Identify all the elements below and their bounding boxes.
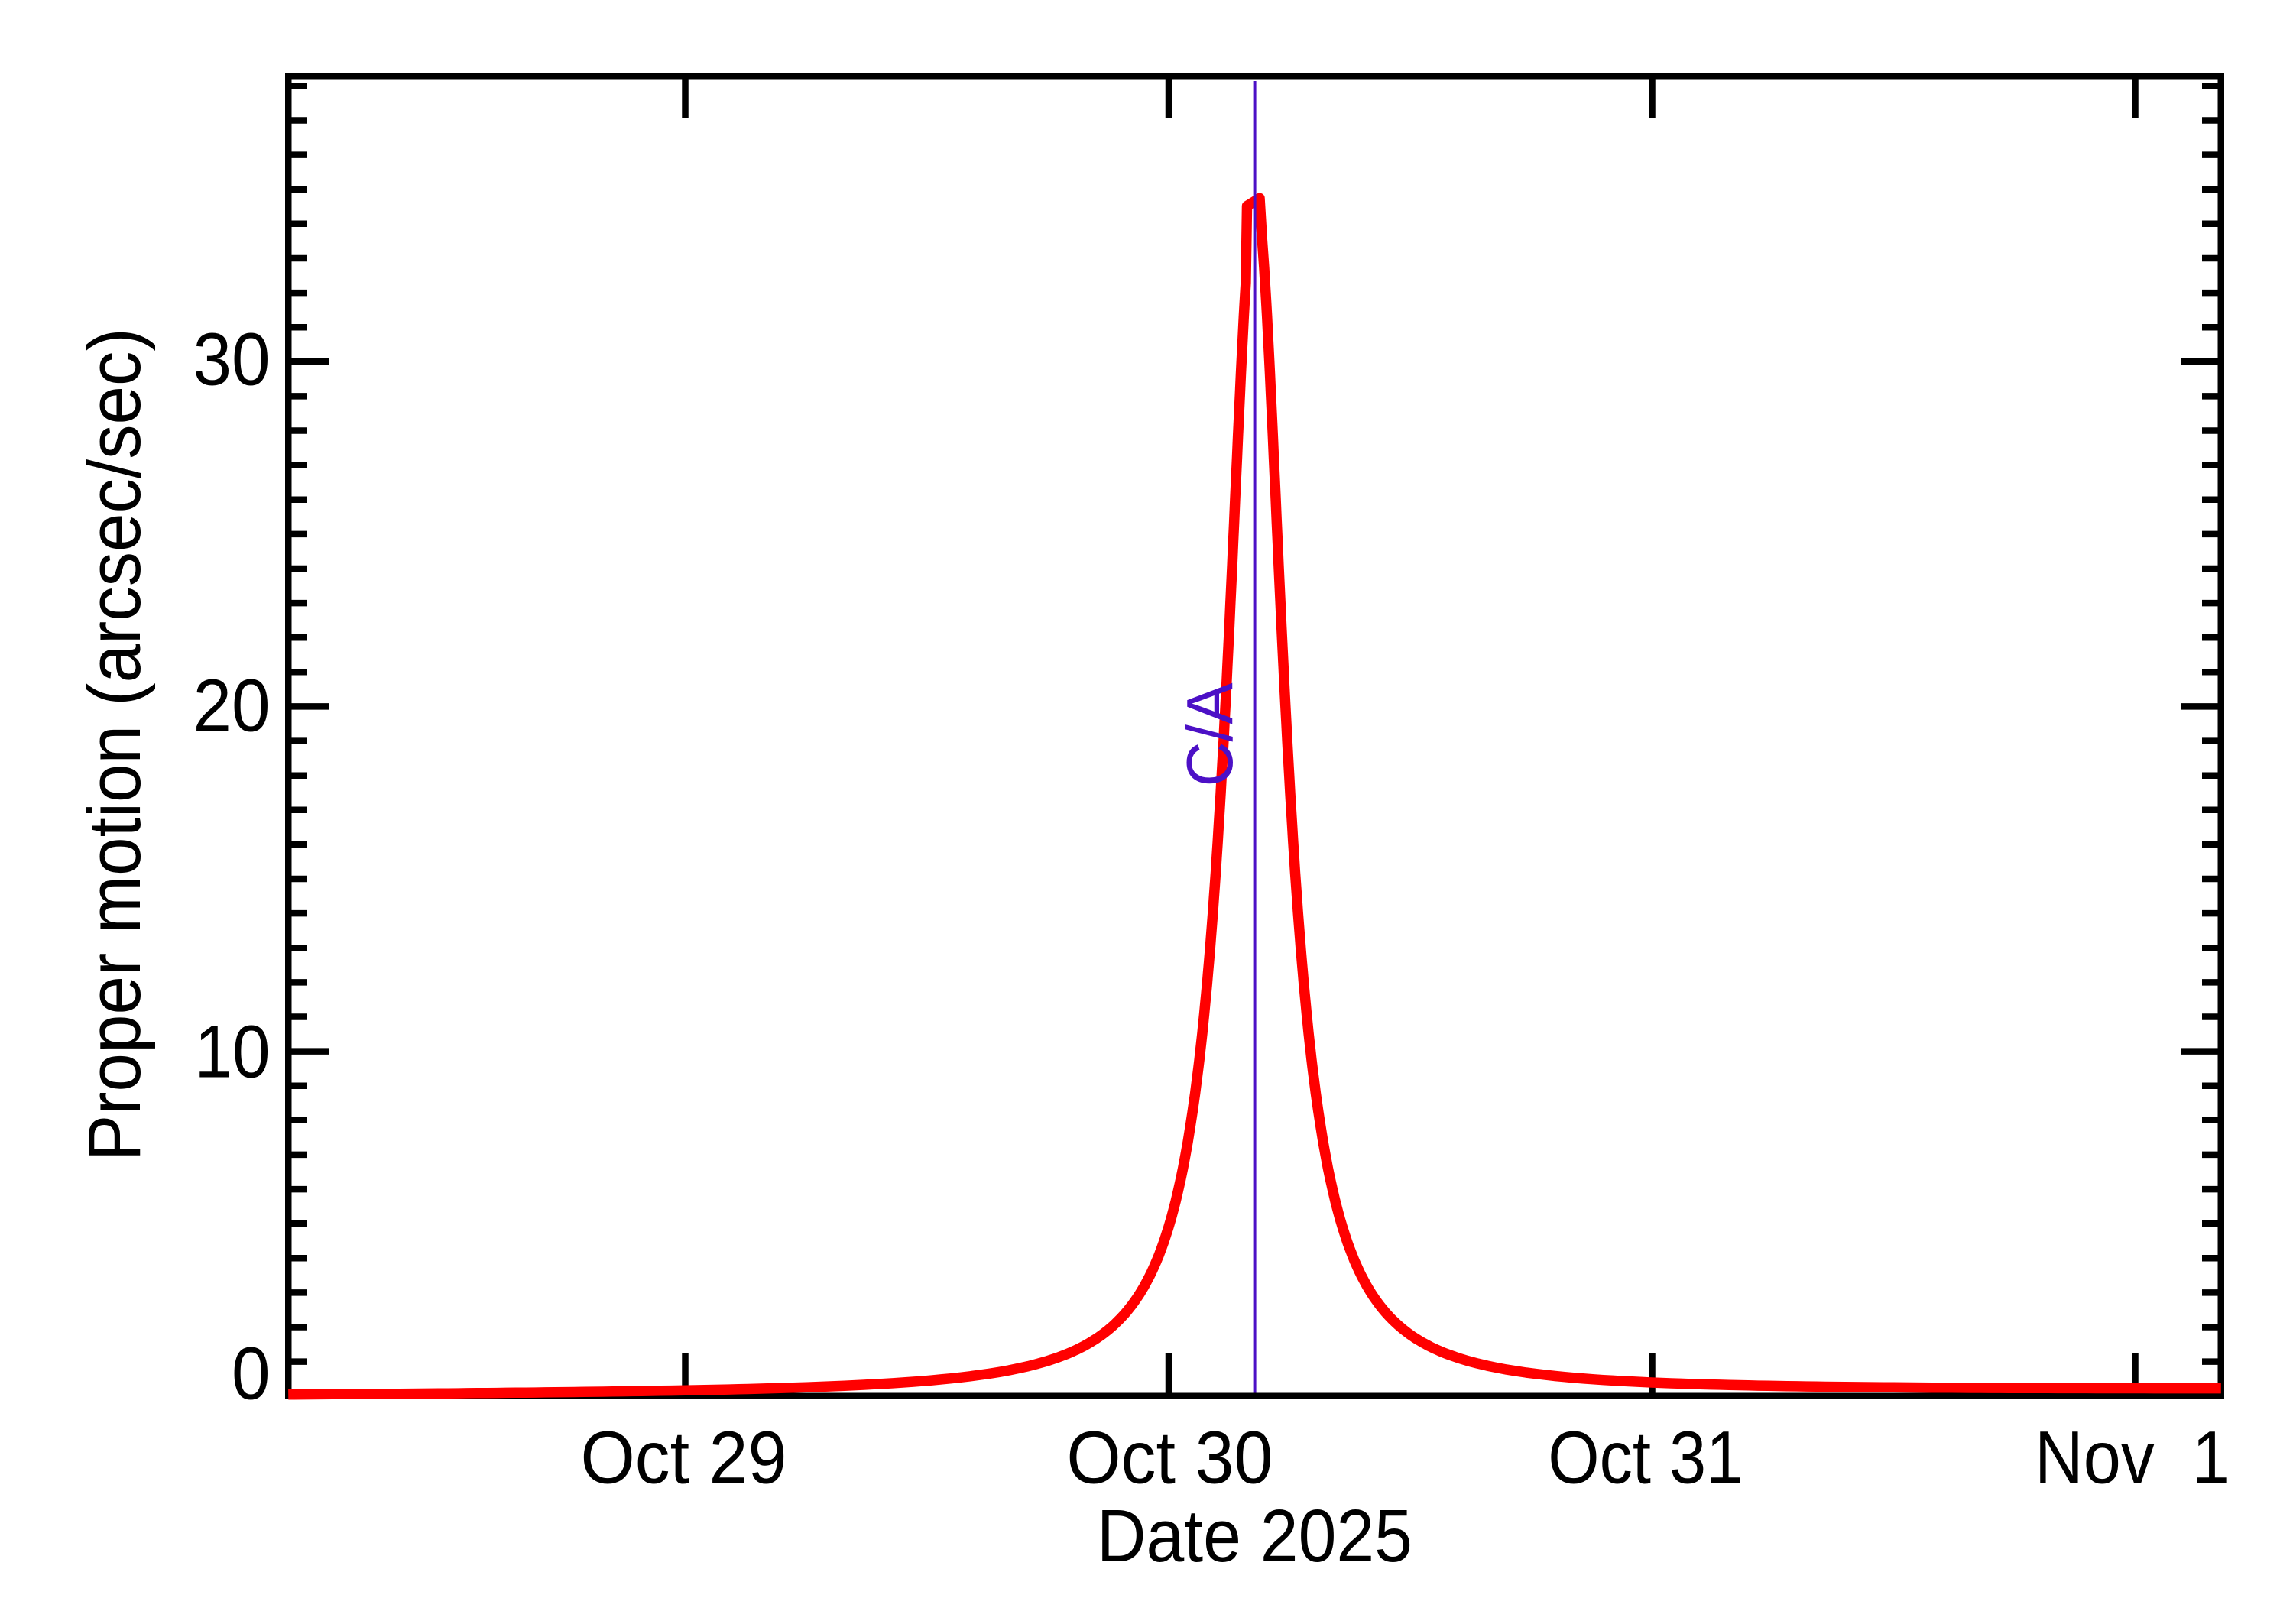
svg-text:Nov 1: Nov 1 — [2035, 1415, 2230, 1499]
svg-text:Oct 29: Oct 29 — [581, 1415, 787, 1499]
svg-text:Oct 31: Oct 31 — [1548, 1415, 1743, 1499]
svg-text:Date 2025: Date 2025 — [1097, 1494, 1412, 1577]
svg-text:20: 20 — [193, 664, 271, 747]
svg-text:Proper motion (arcsec/sec): Proper motion (arcsec/sec) — [73, 328, 156, 1161]
svg-text:10: 10 — [195, 1010, 271, 1093]
svg-text:Oct 30: Oct 30 — [1066, 1415, 1273, 1499]
svg-text:0: 0 — [232, 1332, 271, 1415]
svg-text:30: 30 — [193, 318, 271, 401]
svg-text:C/A: C/A — [1174, 682, 1247, 786]
